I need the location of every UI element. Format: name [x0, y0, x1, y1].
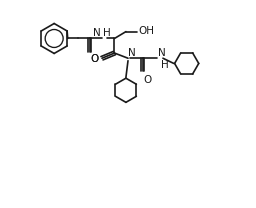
Text: O: O: [90, 54, 98, 64]
Text: H: H: [103, 28, 111, 38]
Text: O: O: [90, 54, 98, 64]
Text: N: N: [93, 28, 101, 38]
Text: O: O: [144, 75, 152, 85]
Text: N: N: [157, 48, 165, 58]
Text: H: H: [161, 60, 168, 70]
Text: OH: OH: [138, 26, 154, 36]
Text: N: N: [129, 48, 136, 58]
